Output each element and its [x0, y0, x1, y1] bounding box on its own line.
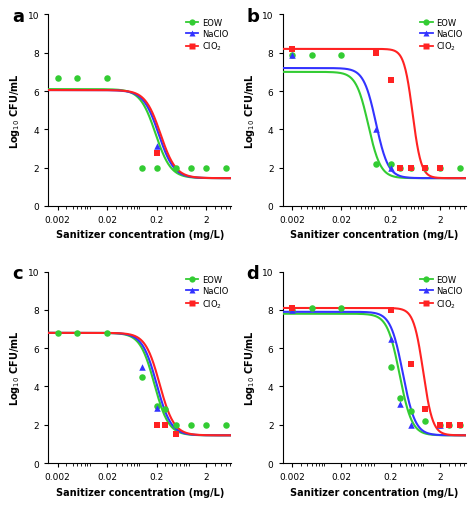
Point — [153, 421, 160, 429]
Point — [407, 421, 414, 429]
Y-axis label: Log$_{10}$ CFU/mL: Log$_{10}$ CFU/mL — [243, 73, 256, 149]
Point — [387, 76, 395, 84]
Point — [437, 421, 444, 429]
Point — [222, 164, 229, 172]
Point — [437, 164, 444, 172]
Point — [288, 305, 296, 313]
Point — [222, 421, 229, 429]
Legend: EOW, NaClO, ClO$_2$: EOW, NaClO, ClO$_2$ — [185, 275, 229, 311]
X-axis label: Sanitizer concentration (mg/L): Sanitizer concentration (mg/L) — [290, 230, 458, 240]
Point — [153, 150, 160, 158]
Legend: EOW, NaClO, ClO$_2$: EOW, NaClO, ClO$_2$ — [185, 18, 229, 54]
Point — [422, 164, 429, 172]
Point — [173, 164, 180, 172]
Point — [456, 421, 464, 429]
Point — [372, 126, 380, 134]
Point — [103, 74, 111, 82]
Point — [54, 329, 62, 337]
Point — [422, 164, 429, 172]
Point — [387, 335, 395, 343]
Point — [138, 164, 146, 172]
Point — [396, 400, 403, 408]
X-axis label: Sanitizer concentration (mg/L): Sanitizer concentration (mg/L) — [56, 487, 224, 497]
Point — [437, 421, 444, 429]
Point — [422, 417, 429, 425]
Text: a: a — [12, 8, 24, 26]
Point — [387, 306, 395, 314]
Y-axis label: Log$_{10}$ CFU/mL: Log$_{10}$ CFU/mL — [243, 330, 256, 406]
Point — [337, 305, 345, 313]
Point — [162, 421, 169, 429]
Point — [387, 164, 395, 172]
Point — [445, 421, 453, 429]
Point — [437, 164, 444, 172]
Point — [372, 49, 380, 58]
Legend: EOW, NaClO, ClO$_2$: EOW, NaClO, ClO$_2$ — [419, 18, 463, 54]
Point — [407, 408, 414, 416]
Point — [173, 430, 180, 438]
Text: d: d — [246, 265, 259, 282]
Y-axis label: Log$_{10}$ CFU/mL: Log$_{10}$ CFU/mL — [9, 73, 22, 149]
X-axis label: Sanitizer concentration (mg/L): Sanitizer concentration (mg/L) — [56, 230, 224, 240]
Point — [153, 402, 160, 410]
Point — [396, 164, 403, 172]
Point — [396, 394, 403, 402]
Point — [288, 52, 296, 60]
Point — [456, 164, 464, 172]
Point — [308, 305, 315, 313]
Point — [407, 360, 414, 368]
Point — [73, 329, 81, 337]
Point — [407, 164, 414, 172]
Point — [103, 329, 111, 337]
Point — [288, 306, 296, 314]
Point — [456, 421, 464, 429]
Point — [288, 46, 296, 54]
Point — [162, 406, 169, 414]
Point — [153, 403, 160, 412]
Point — [407, 164, 414, 172]
Point — [445, 421, 453, 429]
Text: c: c — [12, 265, 22, 282]
Point — [437, 421, 444, 429]
X-axis label: Sanitizer concentration (mg/L): Sanitizer concentration (mg/L) — [290, 487, 458, 497]
Point — [54, 74, 62, 82]
Point — [396, 164, 403, 172]
Point — [308, 52, 315, 60]
Point — [187, 421, 195, 429]
Point — [387, 161, 395, 169]
Text: b: b — [246, 8, 259, 26]
Point — [288, 306, 296, 314]
Point — [387, 364, 395, 372]
Point — [173, 421, 180, 429]
Point — [153, 164, 160, 172]
Point — [153, 142, 160, 150]
Point — [73, 74, 81, 82]
Point — [422, 406, 429, 414]
Point — [138, 373, 146, 381]
Point — [138, 364, 146, 372]
Point — [337, 52, 345, 60]
Point — [202, 164, 210, 172]
Point — [288, 52, 296, 60]
Point — [187, 164, 195, 172]
Y-axis label: Log$_{10}$ CFU/mL: Log$_{10}$ CFU/mL — [9, 330, 22, 406]
Point — [372, 161, 380, 169]
Legend: EOW, NaClO, ClO$_2$: EOW, NaClO, ClO$_2$ — [419, 275, 463, 311]
Point — [202, 421, 210, 429]
